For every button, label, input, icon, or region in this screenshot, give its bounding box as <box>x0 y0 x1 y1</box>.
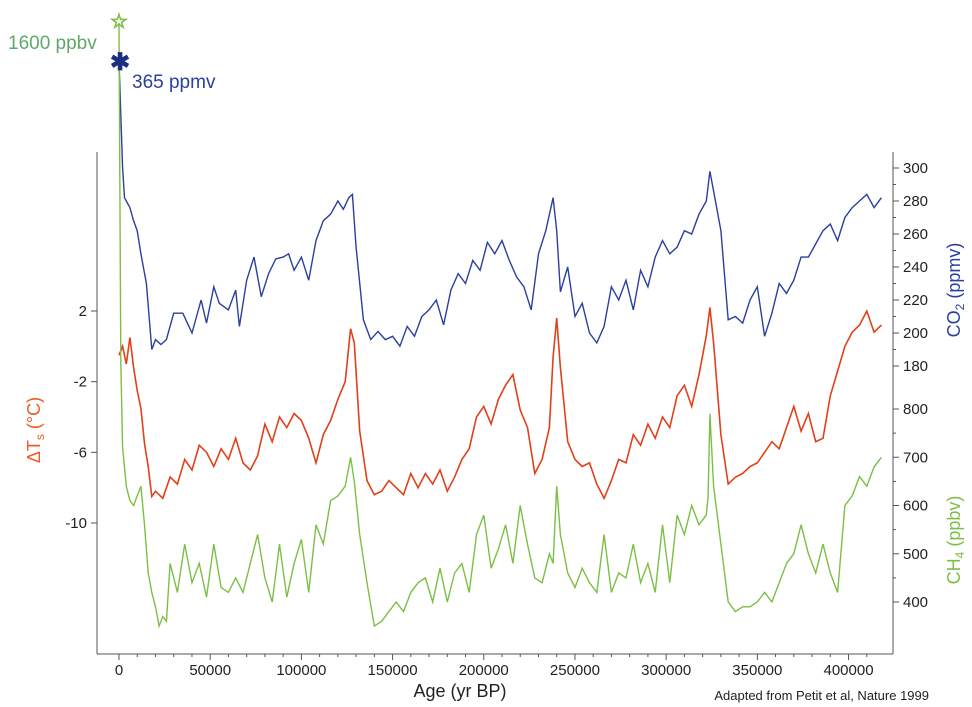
co2-tick-label: 200 <box>903 325 928 342</box>
ch4-tick-label: 400 <box>903 594 928 611</box>
ch4-axis-label-main: CH <box>944 558 964 584</box>
ch4-axis-label-sub: 4 <box>953 551 967 558</box>
co2-tick-label: 240 <box>903 259 928 276</box>
left-tick-label: -2 <box>74 374 87 391</box>
left-tick-label: -10 <box>65 515 87 532</box>
ch4-axis-label-unit: (ppbv) <box>944 496 964 552</box>
x-tick-label: 0 <box>115 662 123 679</box>
co2-tick-label: 220 <box>903 292 928 309</box>
ch4-tick-label: 700 <box>903 449 928 466</box>
x-tick-label: 100000 <box>276 662 326 679</box>
co2-tick-label: 180 <box>903 358 928 375</box>
co2-axis-ticks: 300 280 260 240 220 200 180 <box>893 160 928 375</box>
co2-axis-label: CO2 (ppmv) <box>944 243 967 338</box>
co2-tick-label: 280 <box>903 193 928 210</box>
ch4-modern-annotation: 1600 ppbv <box>8 33 97 54</box>
co2-axis-label-unit: (ppmv) <box>944 243 964 304</box>
left-axis-label: ΔTs (°C) <box>24 397 47 463</box>
x-tick-label: 200000 <box>459 662 509 679</box>
left-axis-ticks: 2 -2 -6 -10 <box>65 303 97 532</box>
x-axis-label: Age (yr BP) <box>413 681 506 701</box>
ch4-tick-label: 500 <box>903 546 928 563</box>
ch4-axis-label: CH4 (ppbv) <box>944 496 967 585</box>
x-axis-ticks: 0 50000 100000 150000 200000 250000 300000 3500… <box>115 654 874 679</box>
co2-series-line <box>118 60 882 350</box>
source-note: Adapted from Petit et al, Nature 1999 <box>714 688 929 703</box>
x-tick-label: 350000 <box>732 662 782 679</box>
left-axis-label-main: ΔT <box>24 440 44 463</box>
left-axis-label-sub: s <box>33 434 47 440</box>
co2-tick-label: 260 <box>903 226 928 243</box>
left-axis-label-unit: (°C) <box>24 397 44 434</box>
x-tick-label: 300000 <box>641 662 691 679</box>
x-tick-label: 250000 <box>550 662 600 679</box>
co2-modern-asterisk-icon: ✱ <box>110 49 130 76</box>
left-tick-label: -6 <box>74 444 87 461</box>
co2-tick-label: 300 <box>903 160 928 177</box>
co2-axis-label-main: CO <box>944 310 964 337</box>
ch4-axis-ticks: 800 700 600 500 400 <box>893 401 928 611</box>
temperature-series-line <box>118 307 882 501</box>
ch4-tick-label: 800 <box>903 401 928 418</box>
ch4-modern-star-icon: ☆ <box>110 11 128 33</box>
x-tick-label: 400000 <box>823 662 873 679</box>
left-tick-label: 2 <box>79 303 87 320</box>
x-tick-label: 150000 <box>368 662 418 679</box>
ch4-tick-label: 600 <box>903 498 928 515</box>
x-tick-label: 50000 <box>189 662 231 679</box>
co2-axis-label-sub: 2 <box>953 303 967 310</box>
ch4-series-line <box>118 22 882 629</box>
co2-modern-annotation: 365 ppmv <box>132 72 216 93</box>
